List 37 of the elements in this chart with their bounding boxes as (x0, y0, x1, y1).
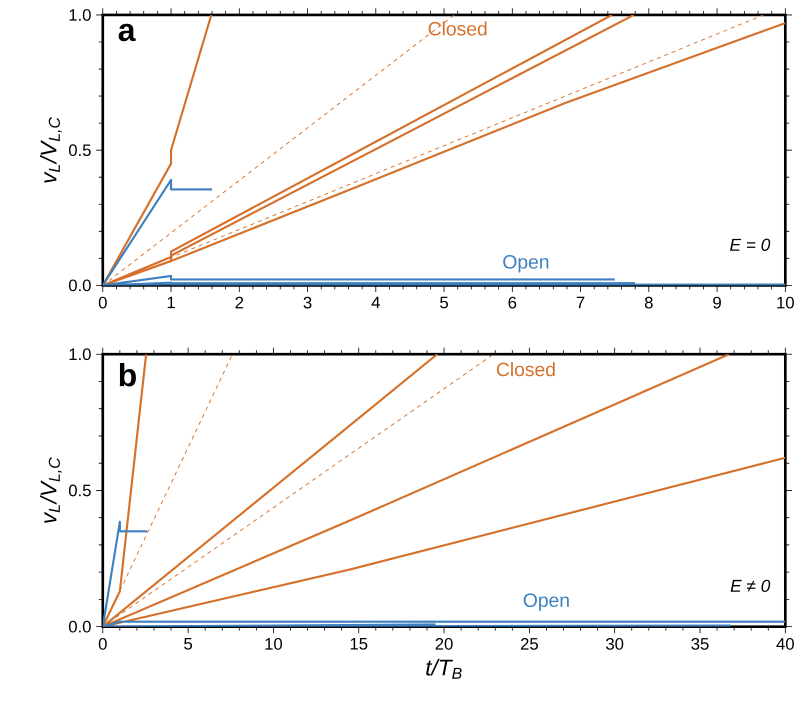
y-tick-label: 1.0 (70, 348, 91, 360)
text: Open (503, 254, 548, 272)
y-axis-title: v$_{L}$/V$_{L,C}$ (40, 116, 62, 182)
x-tick-label: 0 (98, 638, 107, 650)
y-tick-label: 0.0 (68, 620, 91, 632)
x-tick-label: 3 (304, 296, 312, 308)
x-tick-label: 6 (508, 296, 516, 308)
text: Closed (428, 21, 486, 36)
x-tick-label: 30 (606, 638, 624, 650)
x-tick-label: 10 (265, 638, 282, 650)
y-axis-title: v$_{L}$/V$_{L,C}$ (40, 457, 62, 523)
x-tick-label: 25 (520, 638, 538, 650)
y-tick-label: 0.5 (68, 484, 91, 496)
x-tick-label: 10 (777, 296, 794, 308)
text: Closed (496, 362, 555, 376)
annotation: a (118, 24, 136, 41)
x-tick-label: 20 (436, 638, 453, 650)
x-tick-label: 8 (644, 296, 653, 308)
x-tick-label: 4 (372, 296, 380, 308)
x-tick-label: 1 (168, 296, 175, 308)
x-tick-label: 15 (350, 638, 368, 650)
x-tick-label: 7 (576, 296, 584, 308)
x-axis-title: t/T$_{B}$ (426, 658, 462, 679)
x-tick-label: 0 (98, 296, 107, 308)
y-tick-label: 0.5 (68, 144, 91, 156)
annotation: E = 0 (730, 238, 770, 251)
annotation: b (120, 362, 136, 386)
annotation: E ≠ 0 (730, 580, 770, 592)
y-tick-label: 1.0 (70, 8, 91, 21)
x-tick-label: 5 (440, 296, 448, 308)
y-tick-label: 0.0 (68, 279, 91, 292)
x-tick-label: 9 (713, 296, 721, 308)
x-tick-label: 35 (691, 638, 709, 650)
x-tick-label: 2 (236, 296, 244, 308)
x-tick-label: 40 (776, 638, 794, 650)
text: Open (524, 593, 569, 611)
x-tick-label: 5 (184, 638, 192, 650)
